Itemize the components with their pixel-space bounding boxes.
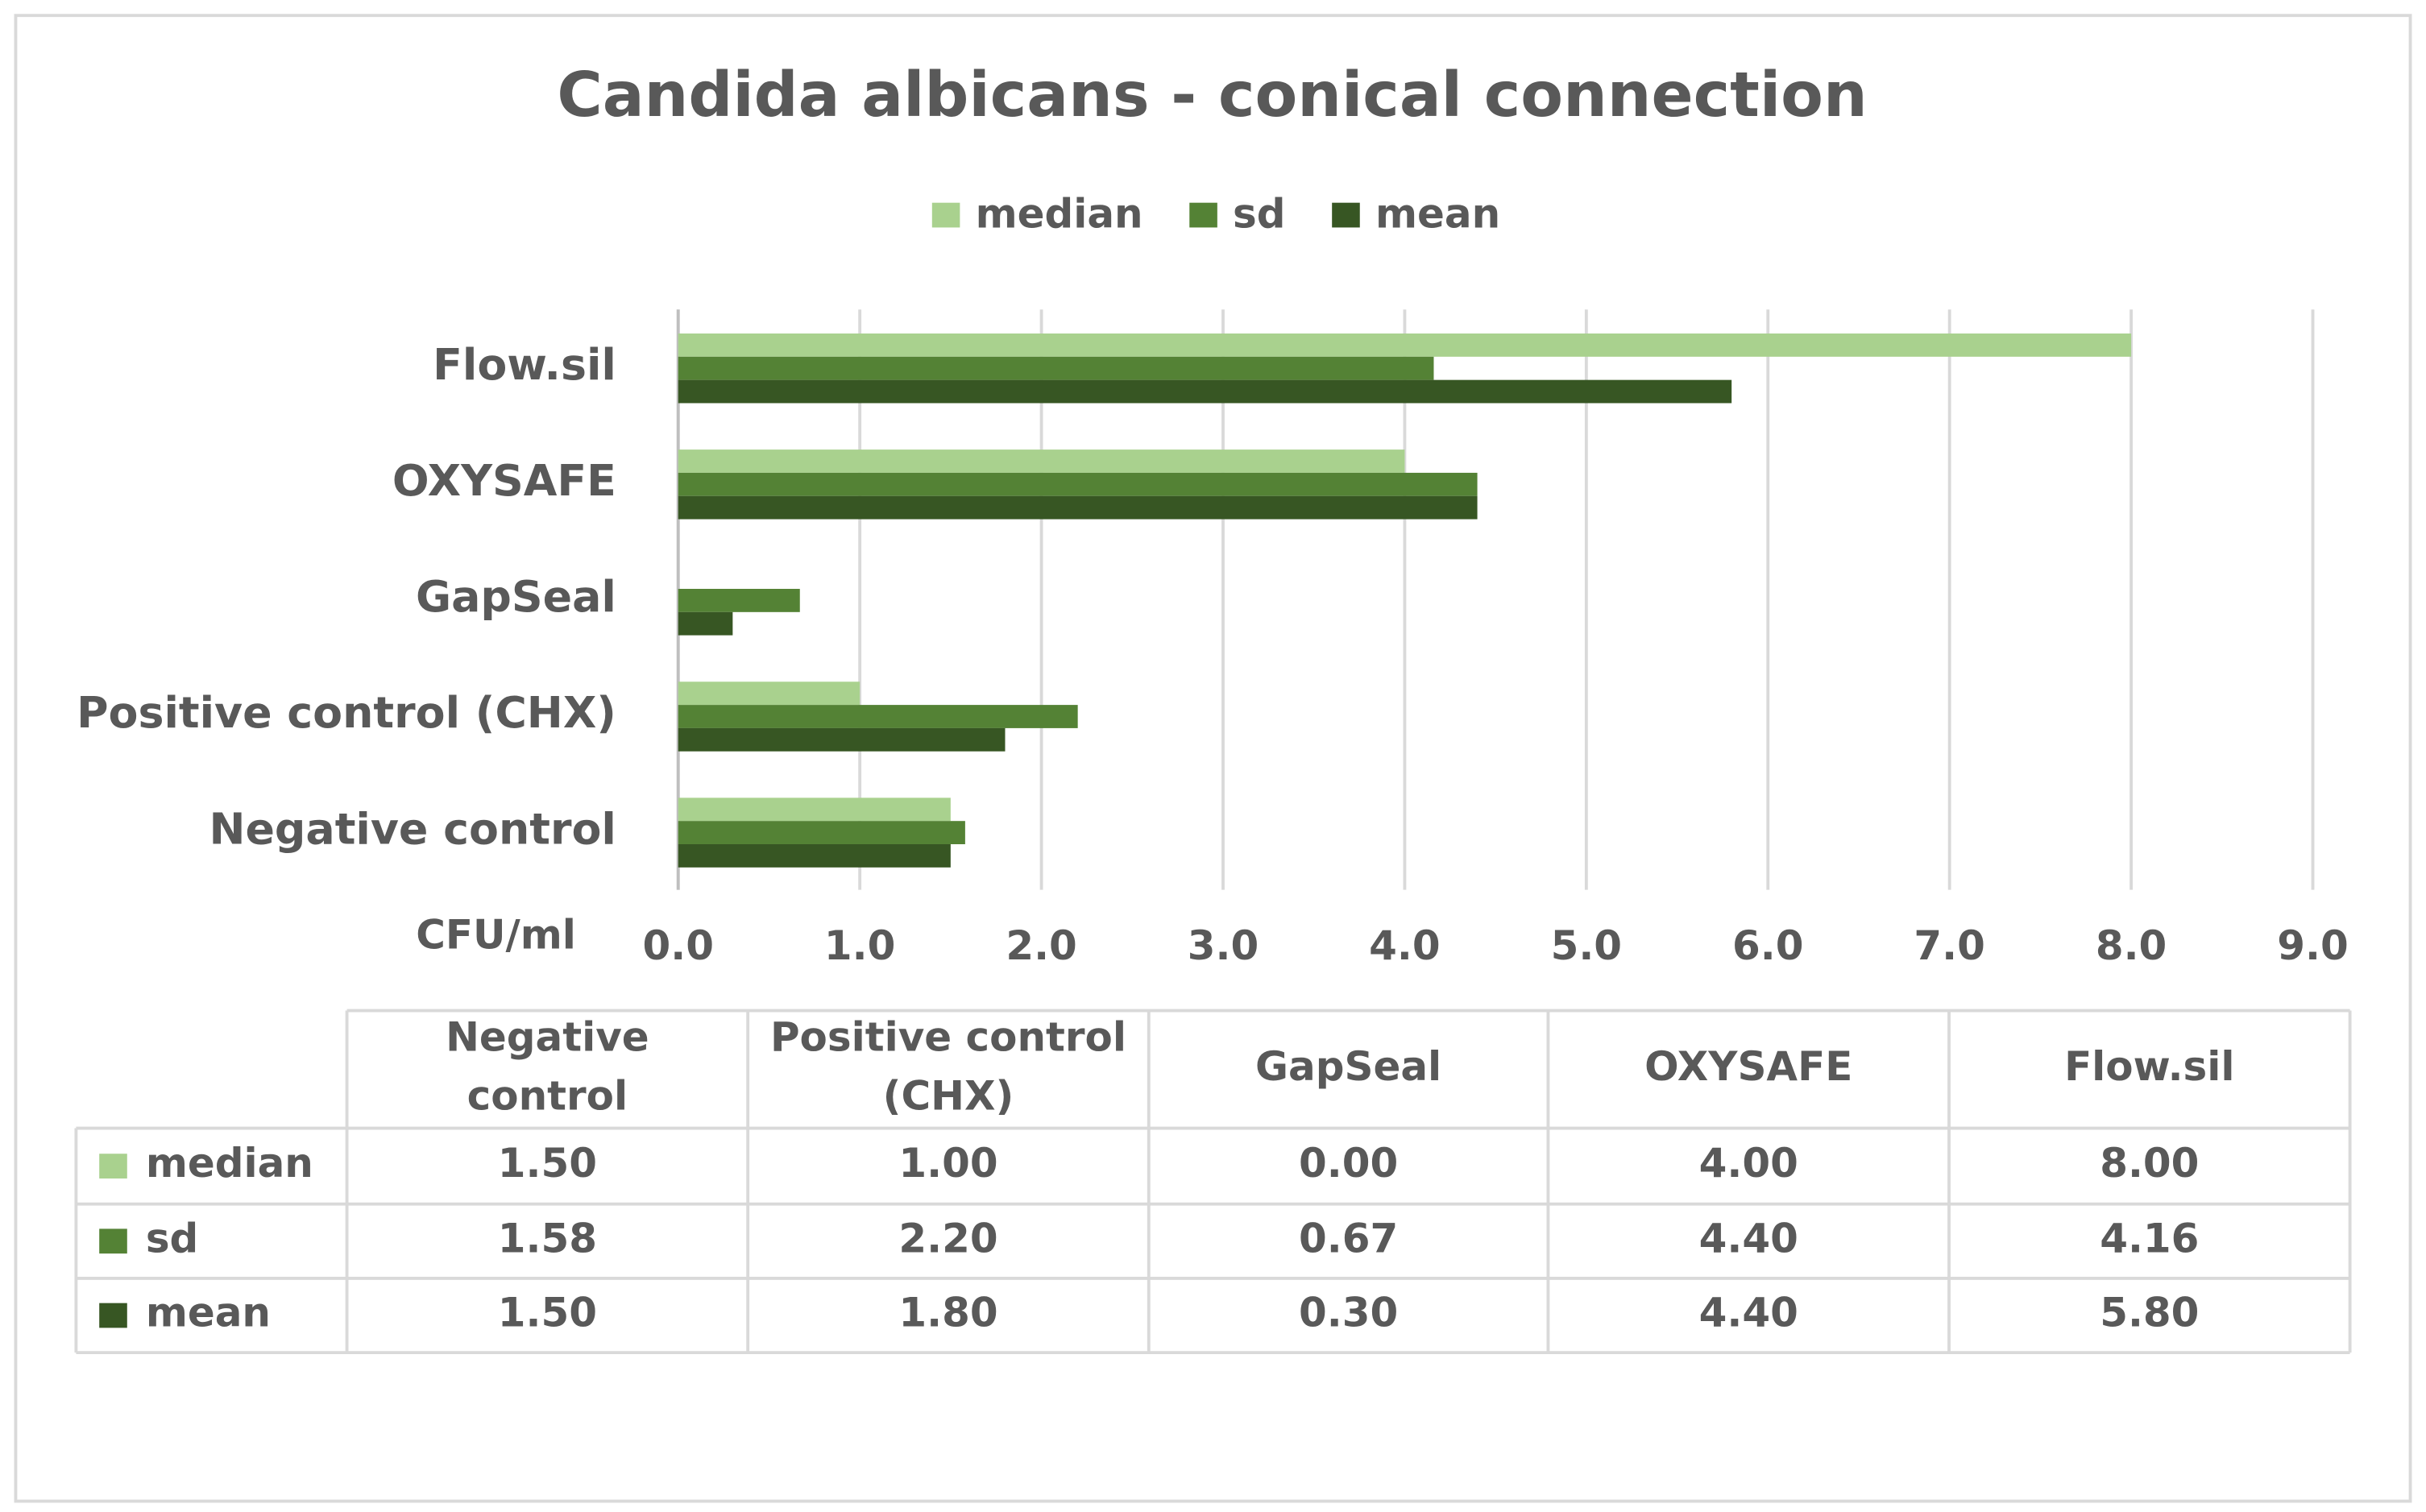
x-tick-label: 5.0 <box>1551 922 1622 969</box>
table-cell: 1.50 <box>498 1140 597 1187</box>
y-tick-label: Flow.sil <box>433 339 616 390</box>
table-header-text: Negative control <box>446 1015 649 1121</box>
bar <box>678 727 1006 752</box>
table-header-text: Positive control (CHX) <box>769 1015 1127 1121</box>
table-cell: 4.40 <box>1699 1290 1798 1336</box>
table-cell: 1.50 <box>498 1290 597 1336</box>
bar <box>678 844 951 868</box>
table-header: Negative control <box>446 1015 649 1121</box>
bar <box>678 495 1478 520</box>
table-header-text: Flow.sil <box>2064 1045 2235 1092</box>
x-tick-label: 6.0 <box>1732 922 1803 969</box>
table-header-text: OXYSAFE <box>1644 1045 1853 1092</box>
bar <box>678 449 1405 473</box>
table-legend-swatch <box>99 1154 127 1179</box>
table-cell: 4.00 <box>1699 1140 1798 1187</box>
table-cell: 8.00 <box>2100 1140 2199 1187</box>
bar <box>678 589 800 612</box>
chart-border <box>14 14 2412 1503</box>
table-header: OXYSAFE <box>1644 1045 1853 1092</box>
legend-swatch <box>1189 202 1217 228</box>
x-tick-label: 9.0 <box>2277 922 2348 969</box>
table-cell: 1.80 <box>898 1290 997 1336</box>
bar <box>678 821 965 845</box>
table-cell: 5.80 <box>2100 1290 2199 1336</box>
chart-title: Candida albicans - conical connection <box>557 60 1867 131</box>
y-tick-label: Negative control <box>209 803 616 854</box>
table-legend-swatch <box>99 1303 127 1328</box>
legend-swatch <box>931 202 960 228</box>
table-row-label: median <box>146 1140 313 1187</box>
x-tick-label: 3.0 <box>1188 922 1259 969</box>
legend-swatch <box>1332 202 1360 228</box>
table-cell: 1.58 <box>498 1215 597 1261</box>
bar <box>678 797 951 822</box>
table-legend-swatch <box>99 1228 127 1254</box>
x-tick-label: 1.0 <box>824 922 895 969</box>
table-header: Flow.sil <box>2064 1045 2235 1092</box>
bar <box>678 472 1478 496</box>
table-header: GapSeal <box>1255 1045 1442 1092</box>
x-tick-label: 7.0 <box>1914 922 1984 969</box>
x-tick-label: 0.0 <box>642 922 713 969</box>
y-tick-label: OXYSAFE <box>392 455 616 506</box>
table-cell: 0.00 <box>1299 1140 1398 1187</box>
legend-label: sd <box>1233 190 1285 237</box>
table-cell: 1.00 <box>898 1140 997 1187</box>
bar <box>678 333 2132 357</box>
bar <box>678 356 1434 380</box>
table-cell: 0.67 <box>1299 1215 1398 1261</box>
bar <box>678 379 1732 404</box>
bar <box>678 705 1078 728</box>
legend-label: mean <box>1375 190 1500 237</box>
x-tick-label: 2.0 <box>1006 922 1076 969</box>
table-row-label: mean <box>146 1290 271 1336</box>
table-header-text: GapSeal <box>1255 1045 1442 1092</box>
x-tick-label: 8.0 <box>2096 922 2167 969</box>
y-tick-label: Positive control (CHX) <box>77 687 616 738</box>
table-cell: 0.30 <box>1299 1290 1398 1336</box>
legend-label: median <box>976 190 1143 237</box>
table-header: Positive control (CHX) <box>769 1015 1127 1121</box>
table-cell: 4.16 <box>2100 1215 2199 1261</box>
x-tick-label: 4.0 <box>1369 922 1440 969</box>
x-axis-label: CFU/ml <box>416 912 576 959</box>
y-tick-label: GapSeal <box>416 571 616 622</box>
table-cell: 4.40 <box>1699 1215 1798 1261</box>
bar <box>678 611 733 636</box>
table-cell: 2.20 <box>898 1215 997 1261</box>
table-row-label: sd <box>146 1215 198 1261</box>
bar <box>678 681 861 706</box>
